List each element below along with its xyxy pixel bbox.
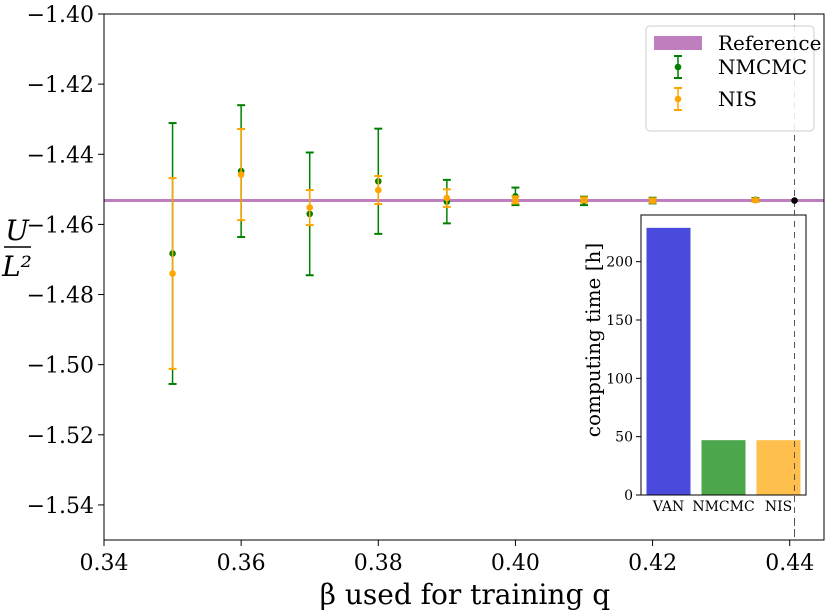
inset-y-tick-label: 150 bbox=[606, 313, 633, 329]
legend-reference-label: Reference bbox=[718, 31, 821, 55]
nis-point bbox=[237, 171, 245, 178]
nis-point bbox=[374, 186, 382, 194]
legend-label-nmcmc: NMCMC bbox=[718, 55, 807, 79]
x-tick-label: 0.42 bbox=[628, 551, 677, 576]
x-tick-label: 0.38 bbox=[354, 551, 403, 576]
y-tick-label: −1.50 bbox=[27, 354, 94, 379]
nis-point bbox=[443, 194, 451, 202]
legend-label-nis: NIS bbox=[718, 87, 757, 111]
series-nis bbox=[168, 128, 760, 370]
inset-frame bbox=[640, 214, 807, 496]
x-tick-label: 0.44 bbox=[765, 551, 814, 576]
nis-point bbox=[752, 196, 759, 204]
y-tick-label: −1.44 bbox=[27, 143, 94, 168]
y-axis-label: UL² bbox=[1, 214, 32, 283]
legend-reference-swatch bbox=[654, 36, 702, 50]
y-tick-label: −1.52 bbox=[27, 424, 94, 449]
inset-y-axis-label: computing time [h] bbox=[581, 243, 605, 437]
bar-nis bbox=[756, 440, 801, 495]
y-tick-label: −1.54 bbox=[27, 494, 94, 519]
inset-y-tick-label: 100 bbox=[606, 371, 633, 387]
y-axis-label-numerator: U bbox=[5, 214, 30, 247]
nis-point bbox=[580, 196, 588, 204]
critical-point-marker bbox=[791, 197, 798, 204]
legend-box bbox=[645, 25, 815, 132]
inset-y-tick-label: 0 bbox=[624, 488, 633, 504]
y-tick-label: −1.42 bbox=[27, 73, 94, 98]
legend-marker-nis bbox=[674, 95, 682, 103]
main-plot: 0.34 0.36 0.38 0.40 0.42 0.44 −1.40 −1.42 −1.44 −… bbox=[1, 3, 825, 611]
nis-point bbox=[512, 196, 519, 204]
y-axis-label-denominator: L² bbox=[1, 250, 32, 283]
y-tick-label: −1.40 bbox=[27, 3, 94, 28]
bar-van bbox=[646, 227, 691, 496]
x-tick-label: 0.36 bbox=[217, 551, 266, 576]
bar-nmcmc bbox=[701, 440, 746, 495]
inset-y-tick-label: 200 bbox=[606, 255, 633, 271]
bar-category-label: NIS bbox=[765, 499, 792, 515]
plot-frame bbox=[103, 13, 825, 541]
legend-marker-nmcmc bbox=[674, 63, 682, 71]
nis-point bbox=[649, 197, 656, 204]
y-tick-label: −1.46 bbox=[27, 213, 94, 238]
bar-category-label: NMCMC bbox=[692, 499, 754, 515]
x-axis-label: β used for training q bbox=[320, 578, 611, 611]
y-tick-label: −1.48 bbox=[27, 284, 94, 309]
nis-point bbox=[306, 204, 314, 211]
bar-category-label: VAN bbox=[652, 499, 685, 515]
x-tick-label: 0.34 bbox=[80, 551, 129, 576]
inset-y-tick-label: 50 bbox=[615, 430, 633, 446]
nis-point bbox=[169, 270, 176, 277]
x-tick-label: 0.40 bbox=[491, 551, 540, 576]
